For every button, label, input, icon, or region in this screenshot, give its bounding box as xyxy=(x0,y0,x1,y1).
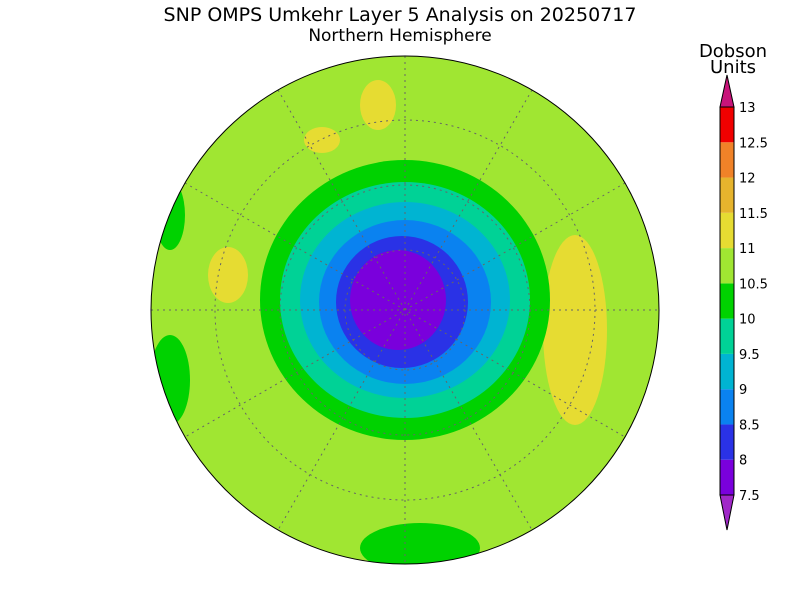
colorbar-label: 7.5 xyxy=(739,489,760,504)
colorbar-label: 8 xyxy=(739,454,747,469)
colorbar-label: 9 xyxy=(739,383,747,398)
colorbar-swatch xyxy=(720,424,734,460)
colorbar-swatch xyxy=(720,389,734,425)
colorbar-swatch xyxy=(720,177,734,213)
colorbar-label: 12 xyxy=(739,172,756,187)
colorbar-swatch xyxy=(720,212,734,249)
colorbar-frame xyxy=(719,106,735,496)
title: SNP OMPS Umkehr Layer 5 Analysis on 2025… xyxy=(164,4,637,26)
colorbar-label: 10.5 xyxy=(739,277,768,292)
colorbar-label: 9.5 xyxy=(739,348,760,363)
colorbar-swatch xyxy=(720,248,734,284)
subtitle: Northern Hemisphere xyxy=(308,26,491,46)
colorbar-swatch xyxy=(720,107,734,143)
colorbar-label: 10 xyxy=(739,313,756,328)
colorbar-unit: Dobson xyxy=(699,41,767,62)
colorbar-swatch xyxy=(720,318,734,354)
colorbar-swatch xyxy=(720,459,734,495)
colorbar-under xyxy=(719,494,735,531)
map-border xyxy=(150,55,660,565)
colorbar-label: 12.5 xyxy=(739,136,768,151)
colorbar-label: 11.5 xyxy=(739,207,768,222)
colorbar-swatch xyxy=(720,283,734,319)
colorbar-label: 8.5 xyxy=(739,418,760,433)
ozone-map xyxy=(151,56,659,564)
colorbar-swatch xyxy=(720,353,734,390)
colorbar-over xyxy=(719,74,735,108)
colorbar-unit: Units xyxy=(710,57,756,78)
colorbar-label: 11 xyxy=(739,242,756,257)
colorbar-swatch xyxy=(720,142,734,178)
colorbar-label: 13 xyxy=(739,101,756,116)
